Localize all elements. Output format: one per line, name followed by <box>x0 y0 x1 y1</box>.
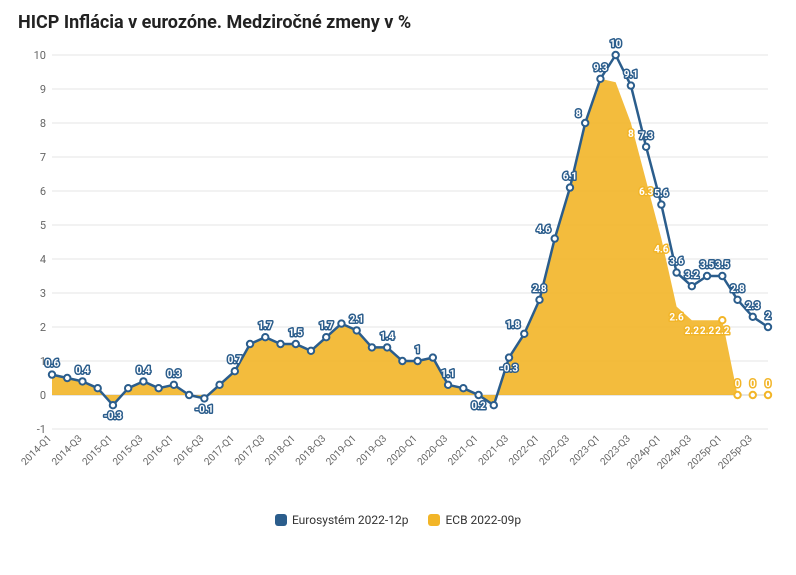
svg-text:4.6: 4.6 <box>536 225 551 236</box>
svg-text:5: 5 <box>40 219 46 232</box>
svg-text:2: 2 <box>765 311 771 322</box>
svg-text:2017-Q1: 2017-Q1 <box>202 433 236 467</box>
svg-text:2022-Q3: 2022-Q3 <box>538 433 572 467</box>
svg-text:7.3: 7.3 <box>639 131 654 142</box>
svg-text:2023-Q1: 2023-Q1 <box>568 433 602 467</box>
svg-text:-0.3: -0.3 <box>104 411 123 422</box>
legend-swatch <box>275 514 287 526</box>
svg-text:0.2: 0.2 <box>471 401 486 412</box>
chart-plot: -10123456789102014-Q12014-Q32015-Q12015-… <box>18 37 778 507</box>
svg-text:2020-Q3: 2020-Q3 <box>416 433 450 467</box>
chart-container: HICP Inflácia v eurozóne. Medziročné zme… <box>0 0 796 575</box>
svg-text:6.1: 6.1 <box>563 172 577 183</box>
svg-text:2016-Q1: 2016-Q1 <box>142 433 176 467</box>
svg-text:9.3: 9.3 <box>593 63 608 74</box>
legend: Eurosystém 2022-12p ECB 2022-09p <box>18 507 778 529</box>
svg-text:3: 3 <box>40 287 46 300</box>
svg-text:3.2: 3.2 <box>685 270 700 281</box>
svg-text:2.3: 2.3 <box>746 301 761 312</box>
svg-text:0.4: 0.4 <box>136 365 151 376</box>
svg-text:2015-Q3: 2015-Q3 <box>111 433 145 467</box>
svg-text:6.3: 6.3 <box>639 187 654 198</box>
svg-text:2.8: 2.8 <box>532 284 547 295</box>
legend-label: ECB 2022-09p <box>445 513 521 527</box>
svg-text:8: 8 <box>575 109 581 120</box>
svg-text:6: 6 <box>40 185 46 198</box>
svg-text:2.6: 2.6 <box>669 313 684 324</box>
svg-text:0.6: 0.6 <box>45 359 60 370</box>
svg-text:0: 0 <box>765 379 771 390</box>
svg-text:2014-Q3: 2014-Q3 <box>50 433 84 467</box>
svg-text:0.4: 0.4 <box>75 365 90 376</box>
svg-text:3.6: 3.6 <box>669 257 684 268</box>
svg-text:5.6: 5.6 <box>654 189 669 200</box>
svg-text:2020-Q1: 2020-Q1 <box>385 433 419 467</box>
svg-text:10: 10 <box>610 39 622 50</box>
svg-text:1.4: 1.4 <box>380 331 395 342</box>
svg-text:8: 8 <box>40 117 46 130</box>
svg-text:0: 0 <box>40 389 46 402</box>
svg-text:1: 1 <box>415 345 421 356</box>
svg-text:2019-Q1: 2019-Q1 <box>324 433 358 467</box>
svg-text:1.5: 1.5 <box>289 328 304 339</box>
svg-text:1.7: 1.7 <box>258 321 273 332</box>
legend-label: Eurosystém 2022-12p <box>292 513 409 527</box>
svg-text:9: 9 <box>40 83 46 96</box>
svg-text:2.2: 2.2 <box>685 326 700 337</box>
svg-text:8: 8 <box>628 129 634 140</box>
svg-text:2014-Q1: 2014-Q1 <box>20 433 54 467</box>
svg-text:2016-Q3: 2016-Q3 <box>172 433 206 467</box>
svg-text:2021-Q1: 2021-Q1 <box>446 433 480 467</box>
svg-text:0.3: 0.3 <box>167 369 182 380</box>
svg-text:2021-Q3: 2021-Q3 <box>477 433 511 467</box>
svg-text:3.5: 3.5 <box>700 260 715 271</box>
svg-text:1.7: 1.7 <box>319 321 334 332</box>
svg-text:7: 7 <box>40 151 46 164</box>
svg-text:2018-Q1: 2018-Q1 <box>263 433 297 467</box>
svg-text:3.5: 3.5 <box>715 260 730 271</box>
svg-text:-0.1: -0.1 <box>195 404 213 415</box>
svg-text:2.1: 2.1 <box>349 314 363 325</box>
svg-text:4.6: 4.6 <box>654 245 669 256</box>
svg-text:2.2: 2.2 <box>715 326 730 337</box>
svg-text:1.1: 1.1 <box>441 369 455 380</box>
svg-text:2018-Q3: 2018-Q3 <box>294 433 328 467</box>
legend-item: ECB 2022-09p <box>428 513 521 527</box>
svg-text:4: 4 <box>40 253 46 266</box>
svg-text:0.7: 0.7 <box>228 355 243 366</box>
svg-text:2019-Q3: 2019-Q3 <box>355 433 389 467</box>
chart-title: HICP Inflácia v eurozóne. Medziročné zme… <box>18 12 778 33</box>
svg-text:0: 0 <box>735 379 741 390</box>
svg-text:2015-Q1: 2015-Q1 <box>81 433 115 467</box>
legend-swatch <box>428 514 440 526</box>
svg-text:2.8: 2.8 <box>730 284 745 295</box>
legend-item: Eurosystém 2022-12p <box>275 513 409 527</box>
svg-text:2022-Q1: 2022-Q1 <box>507 433 541 467</box>
svg-text:10: 10 <box>34 49 46 62</box>
svg-text:9.1: 9.1 <box>624 70 638 81</box>
svg-text:2: 2 <box>40 321 46 334</box>
svg-text:2017-Q3: 2017-Q3 <box>233 433 267 467</box>
chart-svg: -10123456789102014-Q12014-Q32015-Q12015-… <box>18 37 778 507</box>
svg-text:0: 0 <box>750 379 756 390</box>
svg-text:2.2: 2.2 <box>700 326 715 337</box>
svg-text:-0.3: -0.3 <box>500 364 519 375</box>
svg-text:1.8: 1.8 <box>506 320 521 331</box>
